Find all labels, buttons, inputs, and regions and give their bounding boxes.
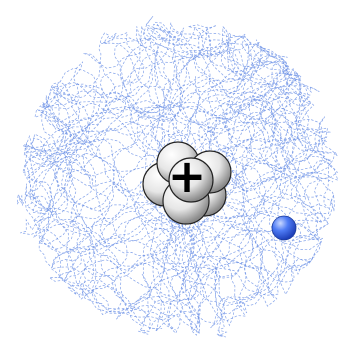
orbital-path — [68, 27, 247, 335]
orbital-path — [187, 67, 339, 336]
orbital-path — [20, 22, 326, 235]
orbital-path — [38, 127, 311, 334]
orbital-path — [38, 26, 310, 117]
orbital-path — [22, 26, 204, 174]
orbital-path — [167, 26, 328, 223]
orbital-path — [64, 57, 332, 265]
orbital-path — [23, 60, 302, 279]
orbital-path — [16, 34, 332, 254]
orbital-path — [63, 82, 288, 331]
charge-symbol: + — [168, 149, 207, 203]
orbital-path — [64, 25, 250, 321]
orbital-path — [143, 15, 334, 283]
orbital-path — [165, 24, 333, 327]
electron — [271, 215, 297, 241]
orbital-path — [158, 87, 338, 296]
orbital-path — [24, 193, 329, 335]
orbital-path — [22, 61, 214, 332]
nucleus: + — [142, 141, 232, 225]
orbital-path — [25, 21, 263, 314]
nucleon — [168, 157, 214, 203]
